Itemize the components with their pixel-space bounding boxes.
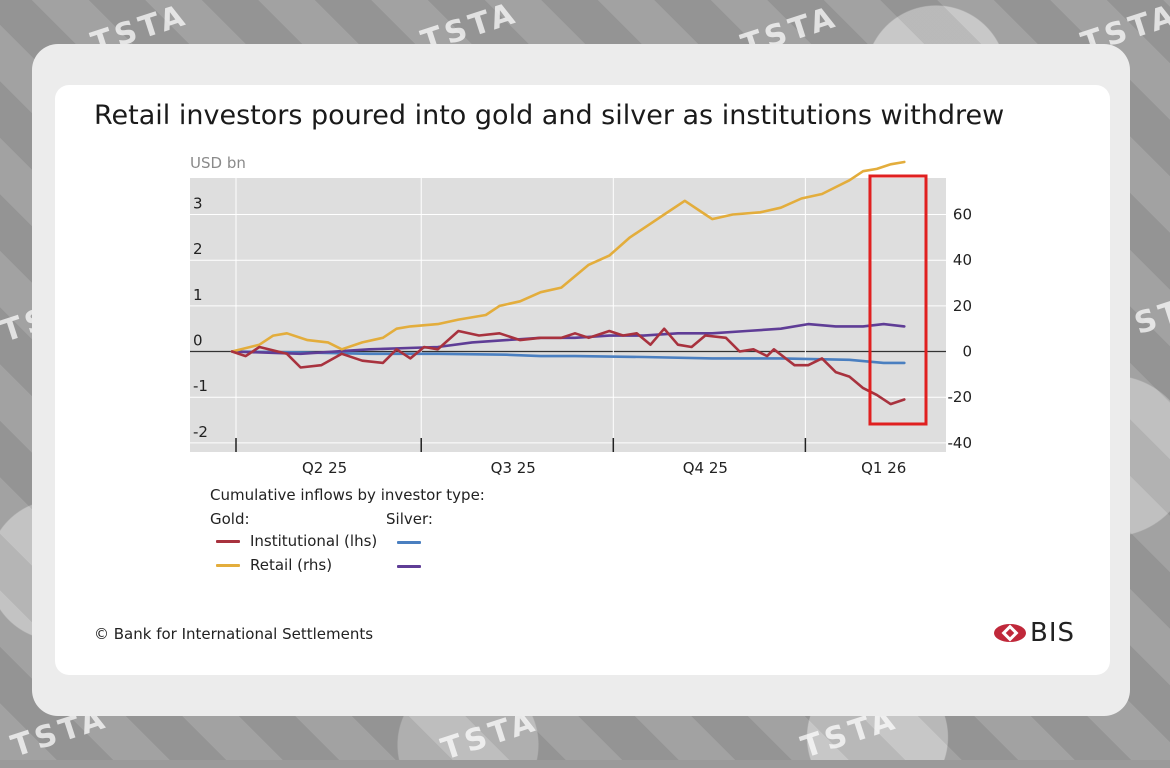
y-left-tick-label: 2: [193, 240, 203, 258]
legend-swatch-silver-retail: [397, 565, 421, 568]
legend-swatch-gold-institutional: [216, 539, 240, 543]
series-line-silver-retail: [230, 322, 906, 356]
y-left-tick-label: -2: [193, 423, 208, 441]
y-left-tick-label: -1: [193, 377, 208, 395]
series-line-silver-institutional: [230, 350, 906, 365]
y-right-tick-label: 20: [953, 297, 972, 315]
left-axis: 3 2 1 0 -1 -2: [193, 195, 208, 441]
y-right-tick-label: -40: [948, 434, 973, 452]
y-left-tick-label: 3: [193, 195, 203, 213]
legend-institutional: Institutional (lhs): [216, 532, 377, 550]
series-line-gold-institutional: [230, 327, 906, 406]
x-tick-label: Q3 25: [491, 459, 536, 477]
bis-logo-text: BIS: [1030, 618, 1076, 648]
right-axis: 60 40 20 0 -20 -40: [948, 206, 973, 452]
legend-swatch-gold-retail: [216, 563, 240, 567]
legend-swatch-silver-institutional: [397, 541, 421, 544]
x-tick-label: Q1 26: [861, 459, 906, 477]
legend-heading: Cumulative inflows by investor type:: [210, 486, 485, 504]
x-tick-label: Q2 25: [302, 459, 347, 477]
y-left-tick-label: 1: [193, 286, 203, 304]
y-right-tick-label: -20: [948, 388, 973, 406]
legend-gold-label: Gold:: [210, 510, 250, 528]
bis-logo: BIS: [993, 618, 1075, 648]
legend-retail-label: Retail (rhs): [250, 556, 333, 574]
copyright-text: © Bank for International Settlements: [94, 625, 374, 643]
legend-institutional-label: Institutional (lhs): [250, 532, 378, 550]
bis-logo-icon: [994, 624, 1026, 642]
highlight-box: [868, 174, 928, 426]
x-axis: Q2 25 Q3 25 Q4 25 Q1 26: [235, 438, 906, 477]
series-layer: [230, 160, 906, 406]
y-right-tick-label: 0: [962, 343, 972, 361]
legend-retail: Retail (rhs): [216, 556, 332, 574]
y-right-tick-label: 60: [953, 206, 972, 224]
legend-silver-label: Silver:: [386, 510, 433, 528]
x-tick-label: Q4 25: [683, 459, 728, 477]
chart-title: Retail investors poured into gold and si…: [94, 100, 1005, 131]
y-left-tick-label: 0: [193, 332, 203, 350]
series-line-gold-retail: [230, 160, 906, 353]
y-right-tick-label: 40: [953, 251, 972, 269]
plot-area: [190, 178, 946, 452]
unit-label: USD bn: [190, 154, 246, 172]
